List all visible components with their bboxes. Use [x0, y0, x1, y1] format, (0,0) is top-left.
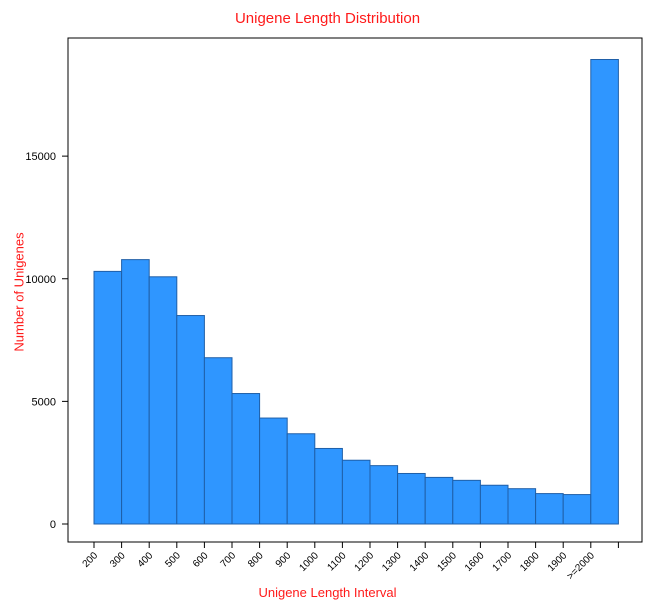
bar: [341, 459, 371, 525]
x-tick-label: 900: [274, 550, 294, 570]
x-tick-label: 1400: [408, 550, 432, 574]
x-tick-label: 300: [108, 550, 128, 570]
x-tick-label: 1800: [518, 550, 542, 574]
bar: [479, 484, 509, 525]
x-tick-label: 1500: [435, 550, 459, 574]
bar: [176, 315, 205, 525]
x-tick-label: 1200: [353, 550, 377, 574]
bar: [121, 259, 150, 525]
chart-title: Unigene Length Distribution: [234, 10, 421, 27]
x-tick-label: 500: [163, 550, 183, 570]
bar: [148, 276, 178, 525]
x-tick-label: 400: [136, 550, 156, 570]
y-tick-label: 5000: [32, 396, 56, 408]
x-axis-label: Unigene Length Interval: [258, 585, 397, 600]
x-tick-label: 1700: [491, 550, 515, 574]
bar: [231, 393, 261, 525]
x-tick-label: 1300: [380, 550, 404, 574]
y-tick-label: 15000: [25, 151, 56, 163]
x-tick-label: 1900: [546, 550, 570, 574]
bar: [259, 417, 288, 525]
bar: [93, 270, 123, 525]
bar: [314, 447, 343, 525]
bar: [203, 357, 233, 525]
y-tick-label: 0: [50, 519, 56, 531]
x-tick-label: 200: [81, 550, 101, 570]
bar: [535, 493, 564, 525]
bar: [452, 479, 481, 525]
bar: [369, 465, 399, 525]
x-tick-label: 1600: [463, 550, 487, 574]
x-tick-label: 800: [246, 550, 266, 570]
x-tick-label: 1000: [297, 550, 321, 574]
x-tick-label: 1100: [326, 550, 349, 573]
bar: [507, 488, 537, 525]
bar: [397, 472, 426, 525]
y-tick-label: 10000: [25, 274, 56, 286]
x-tick-label: 600: [191, 550, 211, 570]
bar: [562, 494, 592, 525]
plot-frame: [67, 37, 643, 543]
bar: [590, 59, 619, 525]
x-tick-label: >=2000: [565, 550, 597, 582]
x-tick-label: 700: [219, 550, 239, 570]
bar: [286, 433, 316, 525]
bar: [424, 476, 454, 525]
